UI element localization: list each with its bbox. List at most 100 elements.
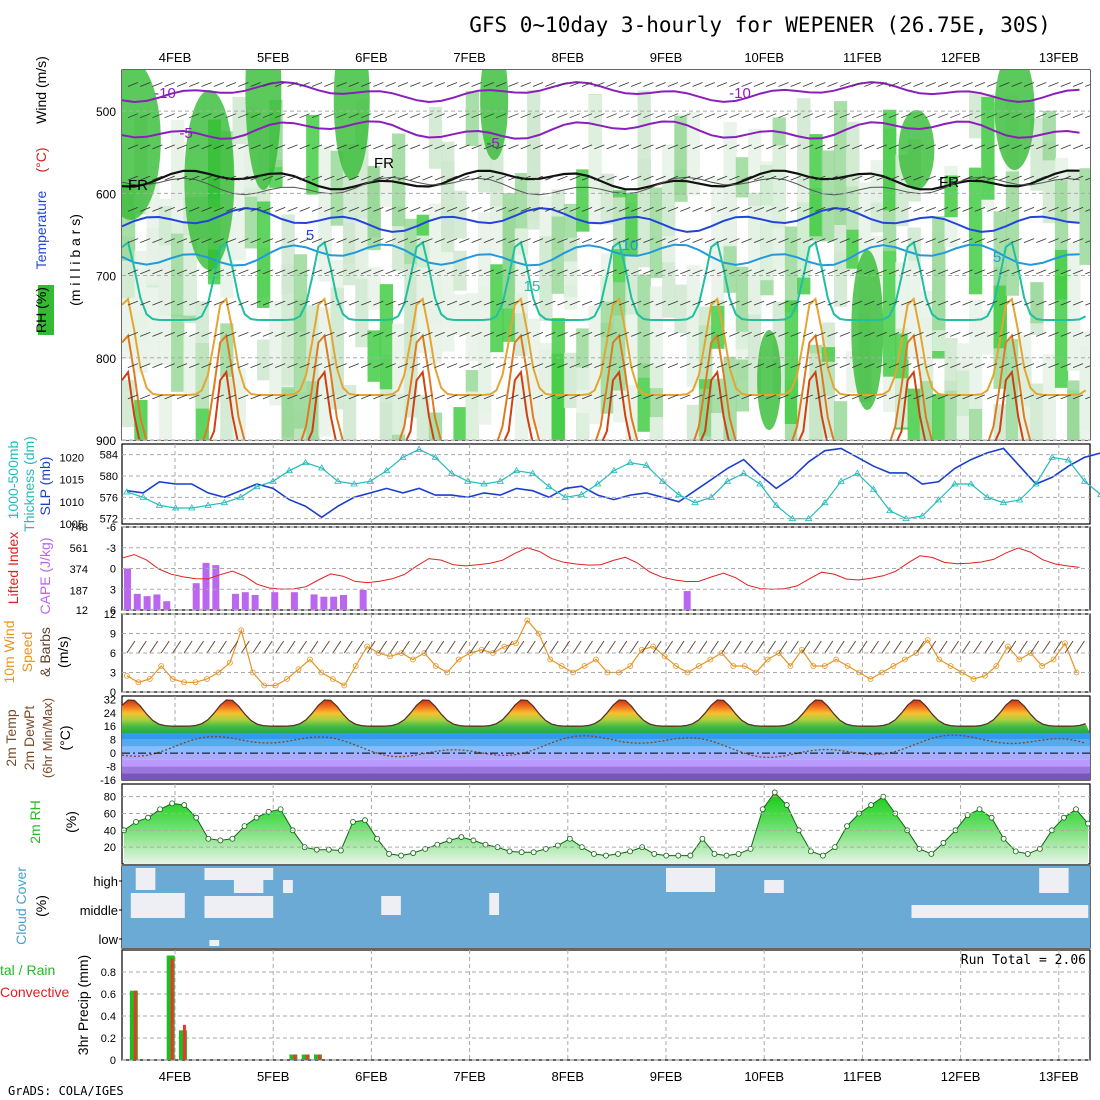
wind-barb — [790, 394, 801, 400]
rh-shade — [883, 109, 897, 211]
thickness-marker — [415, 445, 423, 452]
cape-bar — [320, 596, 328, 610]
wind-barb — [594, 238, 605, 244]
wind-barb — [422, 82, 433, 87]
wind-barb — [631, 300, 642, 306]
rh-shade — [1042, 141, 1056, 224]
wind-barb — [201, 394, 212, 400]
wind-barb — [336, 363, 347, 369]
wind-barb — [360, 363, 372, 369]
wind-marker — [341, 682, 348, 689]
wind-barb — [839, 269, 850, 275]
cape-tick: 748 — [70, 522, 88, 534]
wind-barb — [263, 640, 273, 654]
wind-barb — [275, 207, 286, 212]
wind-barb — [1072, 394, 1084, 400]
wind-barb — [385, 144, 396, 150]
rh-shade — [649, 286, 664, 389]
wind-barb — [802, 394, 814, 400]
thickness-marker — [285, 466, 293, 474]
wind-barb — [471, 363, 482, 369]
wind-tick: 3 — [110, 668, 116, 680]
wind-barb — [901, 269, 912, 275]
rh-shade — [686, 265, 700, 388]
wind-barb — [606, 332, 617, 337]
date-label-top: 9FEB — [650, 50, 683, 65]
rh-marker — [747, 845, 754, 852]
wind-barb — [815, 144, 826, 150]
wind-marker — [1016, 656, 1023, 663]
wind-barb — [324, 332, 335, 337]
wind-barb — [984, 640, 994, 654]
rh-marker — [458, 834, 465, 840]
wind-barb — [557, 269, 568, 275]
wind-barb — [790, 300, 801, 306]
wind-barb — [643, 82, 654, 87]
rh-shade — [1042, 400, 1056, 440]
cape-tick: 12 — [76, 605, 88, 617]
wind-barb — [1085, 209, 1090, 212]
contour-label: 5 — [306, 227, 314, 244]
wind-barb — [594, 82, 605, 87]
wind-barb — [755, 640, 765, 654]
wind-barb — [446, 82, 458, 87]
wind-barb — [520, 394, 531, 400]
wind-barb — [1023, 269, 1035, 275]
cape-bar — [359, 589, 367, 610]
wind-barb — [152, 300, 163, 306]
wind-barb — [434, 394, 445, 400]
wind-barb — [459, 332, 470, 337]
wind-barb — [152, 144, 163, 150]
date-label-bottom: 10FEB — [744, 1069, 784, 1084]
thickness-marker — [171, 504, 180, 511]
wind-barb — [189, 175, 200, 181]
rh-marker — [566, 835, 573, 842]
wind-barb — [631, 238, 642, 244]
wind-barb — [692, 394, 703, 400]
wind-barb — [704, 144, 715, 150]
rh-marker — [976, 806, 983, 813]
rh-marker — [506, 848, 513, 855]
temp-band — [122, 746, 1090, 754]
wind-barb — [127, 300, 139, 306]
wind-barb — [225, 144, 237, 150]
cloud-block — [204, 896, 274, 918]
wind-barb — [557, 82, 568, 87]
wind-tick: 9 — [110, 629, 116, 641]
wind-marker — [707, 656, 714, 663]
wind-barb — [140, 238, 151, 244]
wind-barb — [864, 175, 875, 181]
thickness-marker — [853, 469, 862, 476]
wind-barb — [164, 113, 175, 119]
wind-barb — [471, 144, 482, 150]
wind-barb — [140, 144, 151, 150]
wind-barb — [206, 640, 216, 654]
wind-barb — [152, 269, 163, 275]
panel-frame — [121, 949, 1091, 1061]
wind-barb — [299, 175, 310, 181]
wind-barb — [471, 332, 482, 337]
wind-barb — [446, 332, 458, 337]
wind-barb — [1072, 269, 1084, 275]
wind-barb — [1048, 394, 1059, 400]
wind-marker — [512, 640, 519, 647]
wind-barb — [986, 394, 998, 400]
wind-barb — [1023, 82, 1035, 87]
wind-barb — [937, 113, 949, 119]
rh-shade — [649, 187, 664, 279]
wind-barb — [680, 269, 691, 275]
contour-label: -5 — [486, 135, 499, 152]
wind-barb — [1048, 238, 1059, 244]
wind-barb — [435, 640, 445, 654]
rh-shade — [870, 160, 885, 203]
temp-panel — [122, 699, 1090, 780]
wind-marker — [272, 682, 279, 689]
rh-shade — [674, 284, 688, 334]
wind-barb — [716, 113, 728, 119]
wind-barb — [459, 207, 470, 212]
wind-barb — [508, 175, 519, 181]
wind-barb — [594, 363, 605, 369]
cape-bar — [192, 583, 200, 610]
rh-marker — [615, 850, 621, 857]
precip-total-label: tal / Rain — [0, 962, 55, 978]
